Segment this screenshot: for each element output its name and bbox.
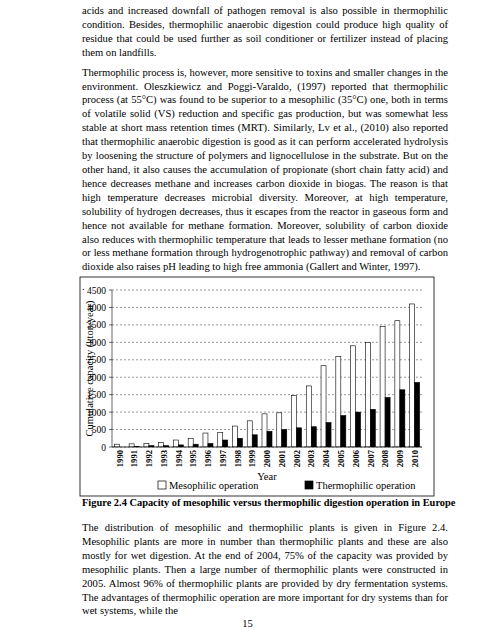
tick: [109, 447, 112, 448]
bar: [114, 444, 119, 447]
tick-label: 4500: [87, 286, 106, 296]
tick-label: 1996: [203, 449, 213, 467]
legend-swatch: [158, 481, 166, 489]
bar: [237, 438, 242, 447]
paragraph: The distribution of mesophilic and therm…: [82, 521, 448, 618]
bar: [262, 414, 267, 447]
tick-label: 2009: [395, 450, 405, 467]
bar: [267, 431, 272, 447]
tick-label: 2001: [277, 450, 287, 467]
tick: [109, 394, 112, 395]
tick-label: 2002: [292, 450, 302, 467]
grid-line: [112, 290, 422, 291]
tick-label: 2005: [336, 450, 346, 467]
tick-label: 2007: [366, 449, 376, 467]
grid-line: [112, 394, 422, 395]
legend-label: Thermophilic operation: [316, 480, 416, 491]
tick: [109, 324, 112, 325]
y-axis: [112, 290, 113, 447]
bar: [218, 432, 223, 447]
bar: [341, 416, 346, 447]
grid-line: [112, 324, 422, 325]
tick-label: 2010: [410, 450, 420, 467]
tick-label: 2000: [262, 450, 272, 467]
chart-frame: [80, 277, 434, 496]
bar: [321, 366, 326, 447]
tick-label: 1991: [129, 450, 139, 467]
bar: [277, 413, 282, 447]
tick: [109, 412, 112, 413]
bar: [173, 440, 178, 447]
bar: [252, 435, 257, 447]
bar: [247, 421, 252, 447]
tick: [109, 290, 112, 291]
chart: 0500100015002000250030003500400045001990…: [0, 0, 495, 640]
bar: [282, 430, 287, 447]
bar: [351, 346, 356, 447]
bar: [326, 423, 331, 447]
tick: [109, 307, 112, 308]
legend-label: Mesophilic operation: [169, 480, 259, 491]
bar: [223, 440, 228, 447]
bar: [410, 304, 415, 447]
bar: [336, 356, 341, 447]
paragraph: Thermophilic process is, however, more s…: [82, 66, 448, 275]
legend-swatch: [305, 481, 313, 489]
grid-line: [112, 377, 422, 378]
bar: [365, 342, 370, 447]
tick: [109, 359, 112, 360]
bar: [311, 427, 316, 447]
tick-label: 1998: [233, 449, 243, 467]
tick-label: 1990: [115, 450, 125, 467]
bar: [370, 409, 375, 447]
bar: [129, 444, 134, 447]
tick: [109, 377, 112, 378]
page-number: 15: [0, 618, 495, 629]
grid-line: [112, 307, 422, 308]
bar: [297, 428, 302, 447]
tick-label: 1997: [218, 449, 228, 467]
bar: [356, 412, 361, 447]
bar: [400, 390, 405, 447]
bar: [193, 444, 198, 447]
bar: [415, 382, 420, 447]
text-top: acids and increased downfall of pathogen…: [82, 4, 448, 300]
tick: [109, 342, 112, 343]
bar: [306, 386, 311, 447]
text-bottom: The distribution of mesophilic and therm…: [82, 521, 448, 624]
bar: [395, 321, 400, 447]
tick: [109, 429, 112, 430]
x-axis: [112, 447, 422, 448]
caption: Figure 2.4 Capacity of mesophilic versus…: [82, 497, 462, 508]
bar: [159, 442, 164, 447]
grid-line: [112, 447, 422, 448]
tick-label: 1994: [174, 449, 184, 467]
tick-label: 1992: [144, 450, 154, 467]
axis-title: Cumulative capacity (kton/year): [84, 300, 96, 436]
tick-label: 0: [101, 443, 106, 453]
tick-label: 1993: [159, 450, 169, 467]
tick-label: 2004: [321, 449, 331, 467]
tick-label: 2008: [380, 449, 390, 467]
paragraph: acids and increased downfall of pathogen…: [82, 4, 448, 60]
bar: [188, 438, 193, 447]
tick-label: 2006: [351, 449, 361, 467]
grid-line: [112, 342, 422, 343]
grid-line: [112, 359, 422, 360]
tick-label: 1995: [188, 450, 198, 467]
bars: [114, 304, 419, 447]
paragraph: .: [82, 280, 448, 294]
bar: [385, 397, 390, 447]
bar: [232, 426, 237, 447]
bar: [380, 326, 385, 447]
bar: [203, 433, 208, 447]
bar: [144, 444, 149, 447]
tick-label: 2003: [306, 450, 316, 467]
bar: [292, 395, 297, 447]
axis-title: Year: [257, 471, 277, 482]
bar: [208, 444, 213, 447]
tick-label: 1999: [247, 450, 257, 467]
